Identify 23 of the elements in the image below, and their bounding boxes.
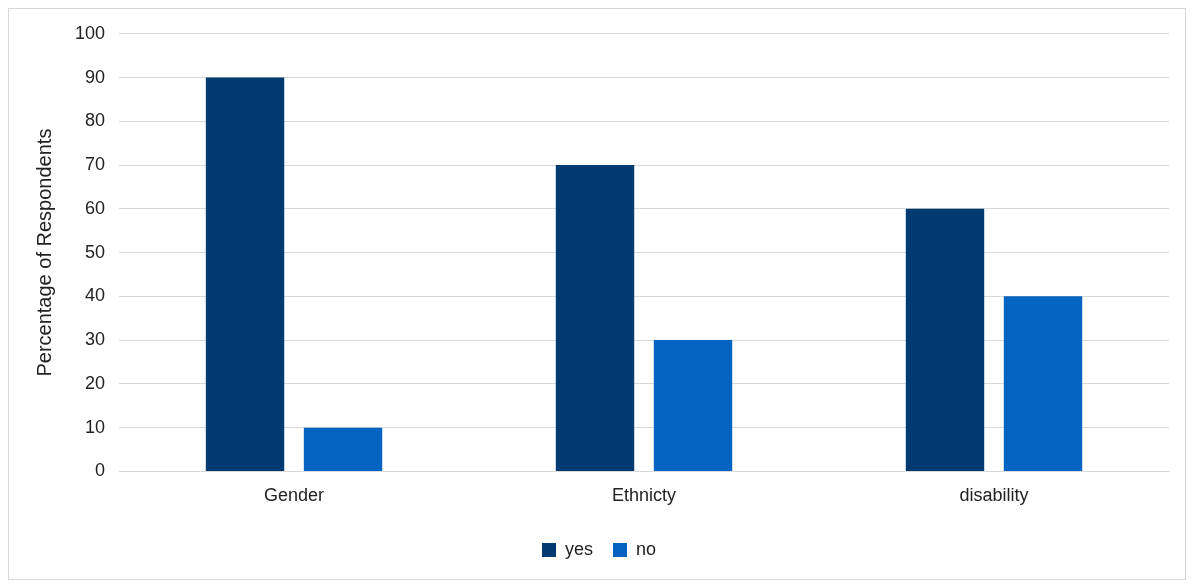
- y-tick-label: 50: [85, 241, 106, 262]
- y-tick-label: 80: [85, 110, 106, 131]
- y-tick-label: 0: [95, 460, 106, 481]
- y-axis-title: Percentage of Respondents: [32, 128, 55, 377]
- x-tick-label: Ethnicty: [612, 485, 677, 506]
- bar: [1003, 296, 1083, 471]
- y-tick-label: 100: [74, 22, 106, 43]
- y-tick-label: 40: [85, 285, 106, 306]
- bar: [205, 77, 285, 471]
- y-tick-label: 30: [85, 329, 106, 350]
- bar: [555, 165, 635, 471]
- legend-label: yes: [564, 538, 593, 559]
- legend-label: no: [635, 538, 657, 559]
- y-tick-label: 70: [85, 154, 106, 175]
- y-tick-label: 10: [85, 416, 106, 437]
- y-tick-label: 90: [85, 66, 106, 87]
- bar: [905, 208, 985, 471]
- y-tick-label: 20: [85, 372, 106, 393]
- bar: [653, 340, 733, 471]
- x-tick-label: disability: [959, 485, 1029, 506]
- y-tick-label: 60: [85, 197, 106, 218]
- bar: [303, 427, 383, 471]
- x-tick-label: Gender: [264, 485, 325, 506]
